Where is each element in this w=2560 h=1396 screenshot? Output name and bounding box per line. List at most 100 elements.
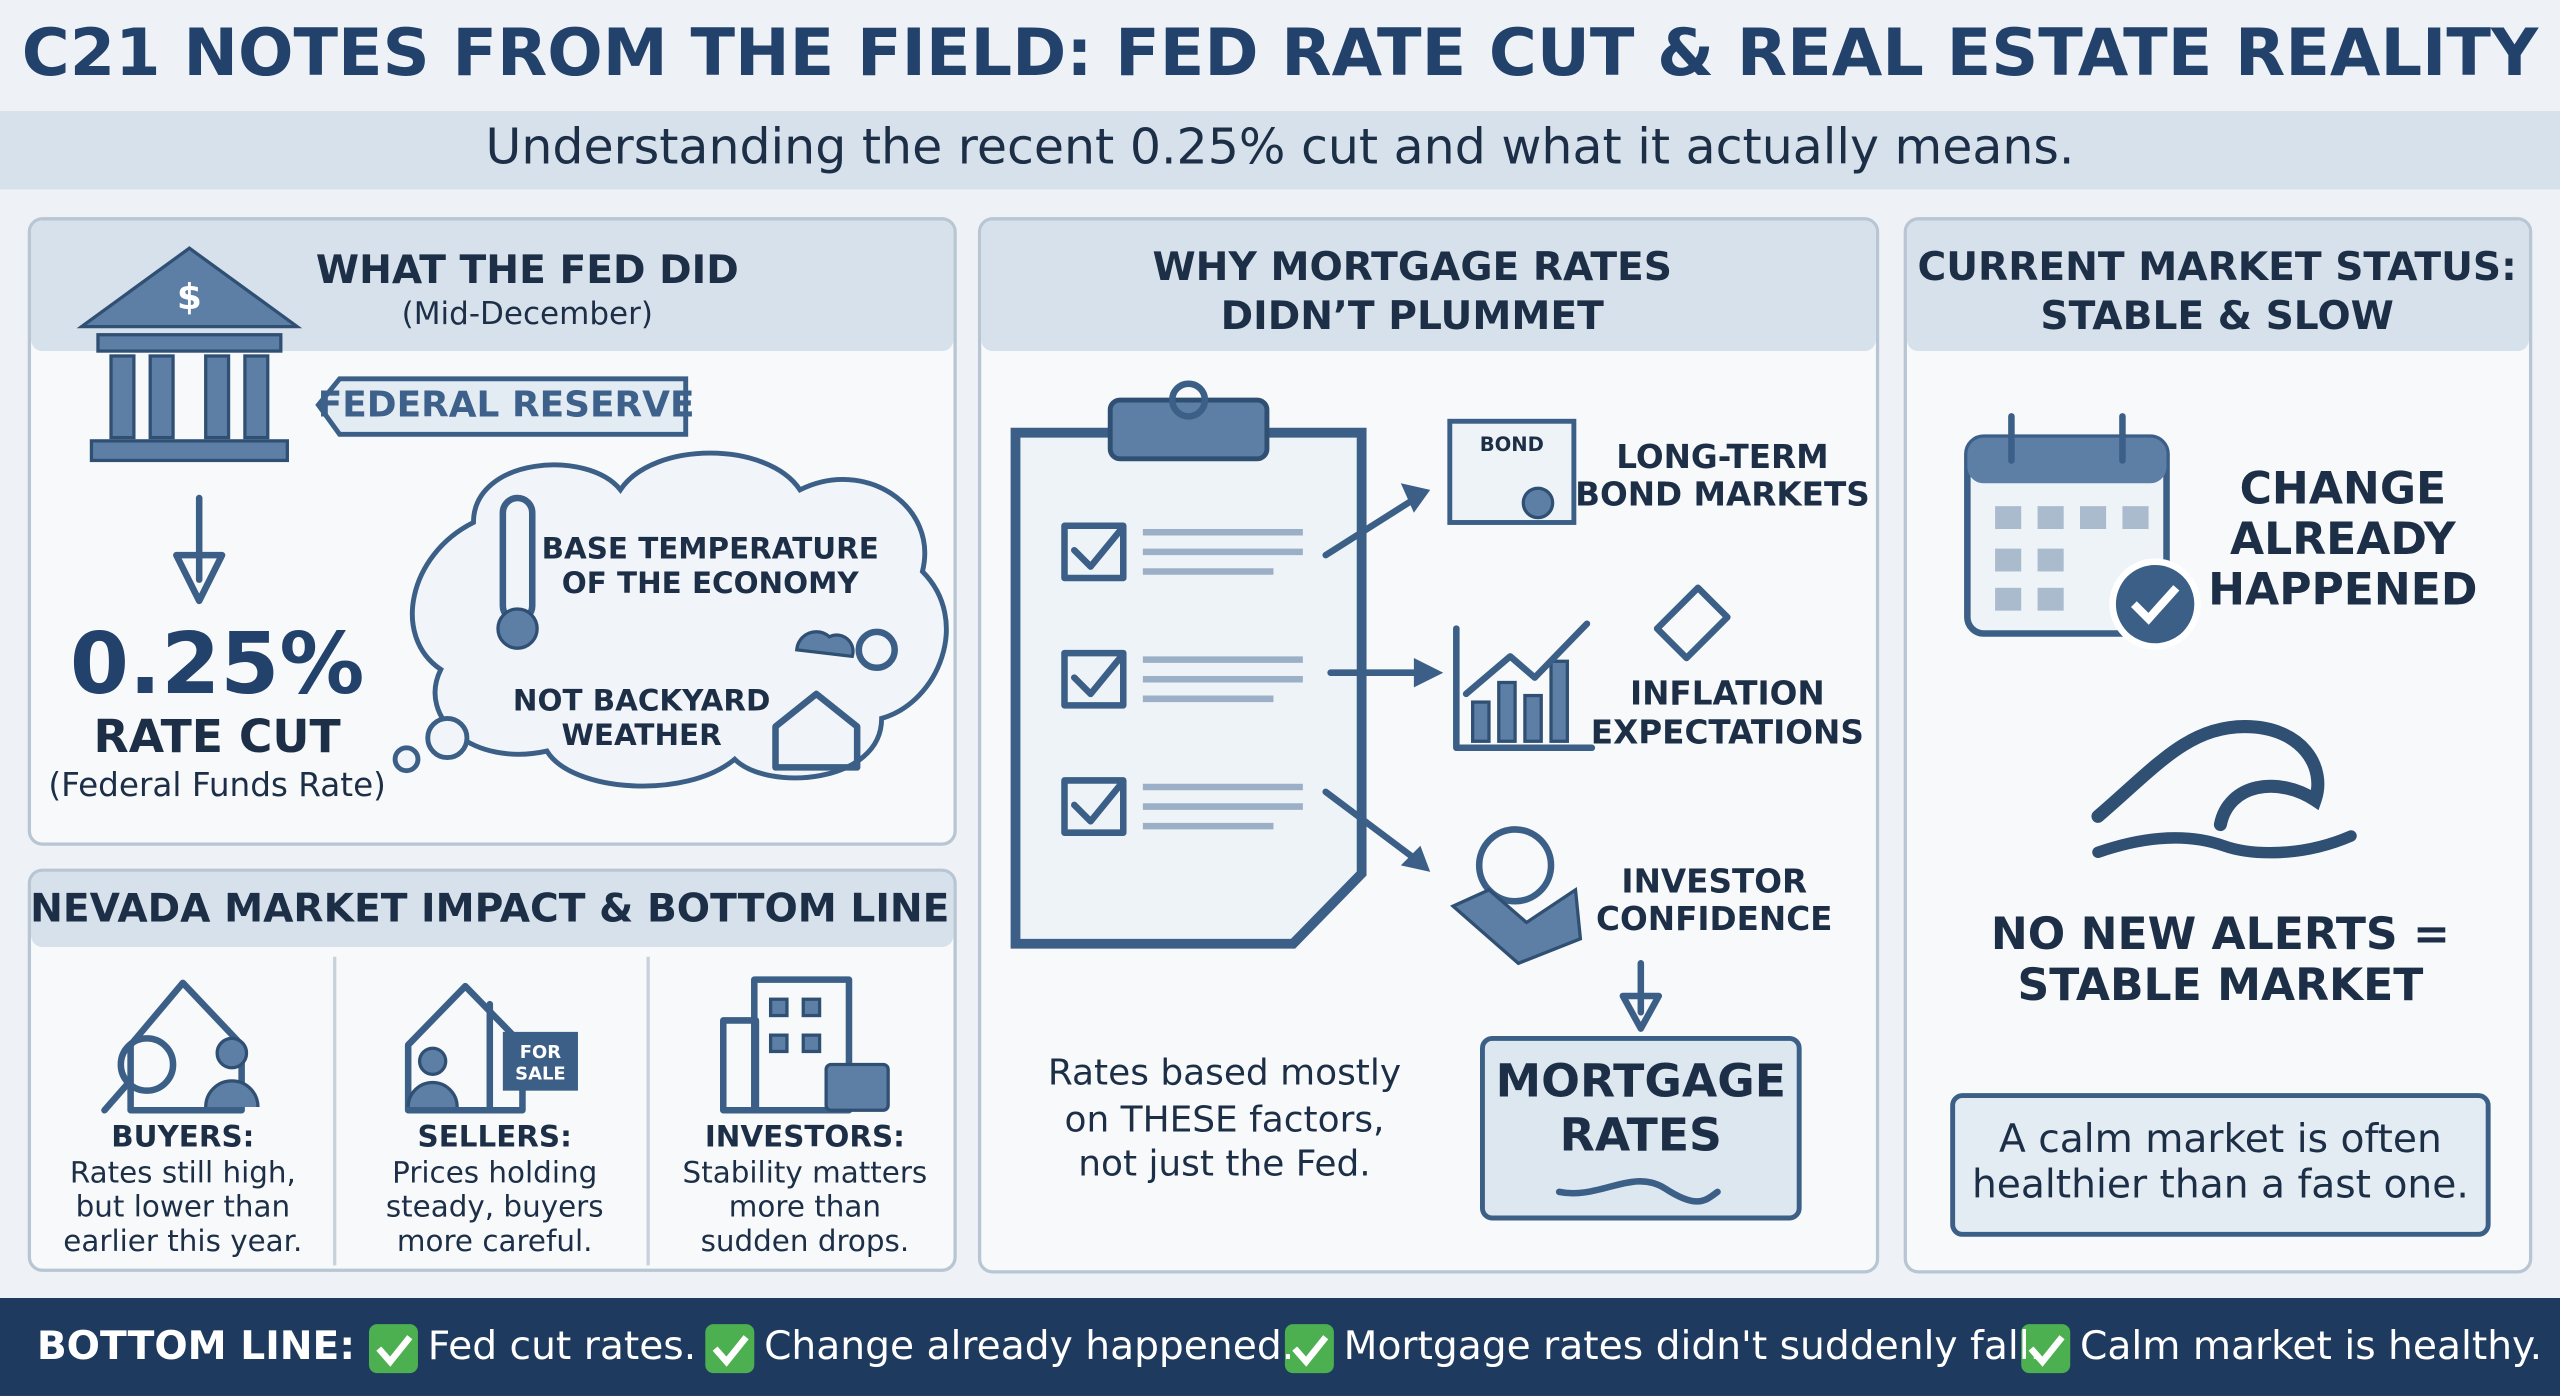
panel-title: WHAT THE FED DID	[316, 248, 739, 293]
rate-squiggle	[1555, 1178, 1721, 1205]
check-part	[1292, 1335, 1329, 1367]
check-part	[376, 1335, 413, 1367]
bond-label: BOND	[1480, 433, 1544, 456]
sellers-icon-part	[417, 1046, 448, 1076]
wave-icon-part	[2091, 720, 2325, 832]
title: C21 NOTES FROM THE FIELD: FED RATE CUT &…	[22, 15, 2539, 91]
badge: FEDERAL RESERVE	[315, 376, 695, 437]
alert-text: NO NEW ALERTS =	[1991, 909, 2450, 960]
item-title: BUYERS:	[111, 1119, 254, 1153]
check	[2021, 1324, 2071, 1374]
check-part	[2028, 1335, 2065, 1367]
calendar-icon-part	[2008, 413, 2126, 464]
thought-cloud-part	[425, 715, 470, 761]
panel-title: CURRENT MARKET STATUS:	[1917, 245, 2516, 290]
chart-icon	[1453, 584, 1731, 752]
check-part	[705, 1324, 755, 1374]
buyers-icon	[101, 979, 260, 1114]
chart-icon-part	[1523, 693, 1543, 743]
panel-title: DIDN’T PLUMMET	[1221, 294, 1604, 339]
bottom-item: Fed cut rates.	[428, 1324, 696, 1369]
check	[1284, 1324, 1334, 1374]
bond-icon: BOND	[1447, 418, 1577, 525]
factor-label: INFLATION	[1630, 675, 1825, 713]
item-title: SELLERS:	[418, 1119, 572, 1153]
item-text: earlier this year.	[63, 1224, 302, 1258]
nevada-panel: NEVADA MARKET IMPACT & BOTTOM LINE FOR S…	[27, 868, 957, 1272]
bottom-label: BOTTOM LINE:	[37, 1324, 355, 1369]
investor-icon-part	[1450, 886, 1583, 966]
factor-label: EXPECTATIONS	[1591, 714, 1864, 752]
calendar-icon-part	[2037, 587, 2064, 611]
result-box	[1480, 1035, 1802, 1221]
buyers-icon-part	[101, 1080, 131, 1114]
thought-text: NOT BACKYARD	[513, 684, 770, 718]
badge-part	[315, 376, 689, 437]
chart-icon-part	[1462, 620, 1591, 698]
buyers-icon-part	[127, 979, 245, 1114]
item-text: Rates still high,	[70, 1155, 296, 1189]
item-text: steady, buyers	[386, 1190, 604, 1224]
calm-box	[1950, 1093, 2491, 1237]
thought-cloud	[392, 450, 949, 789]
investors-icon-part	[801, 1033, 822, 1054]
check-part	[1284, 1324, 1334, 1374]
calendar-icon-part	[2130, 585, 2180, 625]
wave-icon-part	[2092, 830, 2357, 859]
calendar-icon-part	[2080, 506, 2107, 530]
bottom-item: Calm market is healthy.	[2080, 1324, 2542, 1369]
bank-icon: $	[76, 246, 303, 463]
bank-icon-part	[89, 439, 289, 463]
clipboard-icon-part	[1061, 777, 1127, 836]
panel-title: WHY MORTGAGE RATES	[1152, 245, 1672, 290]
panel-title: STABLE & SLOW	[2040, 294, 2394, 339]
thought-cloud-part	[496, 607, 539, 650]
market-panel-part	[1906, 220, 2529, 352]
factor-label: BOND MARKETS	[1575, 475, 1870, 513]
calendar-icon-part	[2109, 558, 2201, 650]
thought-text: WEATHER	[562, 718, 723, 752]
calendar-icon-part	[2037, 548, 2064, 572]
item-text: but lower than	[76, 1190, 291, 1224]
wave-icon	[2091, 720, 2357, 859]
change-text: CHANGE	[2240, 463, 2447, 514]
calendar-icon-part	[1967, 437, 2167, 484]
subtitle-band	[0, 111, 2560, 190]
buyers-icon-part	[204, 1079, 260, 1108]
calendar-icon-part	[1995, 548, 2022, 572]
market-panel: CURRENT MARKET STATUS: STABLE & SLOW CHA…	[1903, 217, 2533, 1274]
thought-cloud-part	[855, 628, 898, 672]
fed-panel: WHAT THE FED DID (Mid-December) $ FEDERA…	[27, 217, 957, 846]
chart-icon-part	[1471, 700, 1491, 743]
sellers-icon-part	[406, 1080, 459, 1108]
badge-text: FEDERAL RESERVE	[318, 385, 695, 426]
check-part	[712, 1335, 749, 1367]
check-part	[2021, 1324, 2071, 1374]
mortgage-panel-part	[981, 220, 1876, 352]
alert-text: STABLE MARKET	[2017, 960, 2423, 1011]
factor-label: LONG-TERM	[1616, 438, 1828, 476]
factor-label: INVESTOR	[1621, 862, 1807, 900]
calendar-icon-part	[2122, 506, 2149, 530]
change-text: HAPPENED	[2208, 565, 2477, 616]
calendar-icon-part	[1995, 587, 2022, 611]
subtitle: Understanding the recent 0.25% cut and w…	[486, 119, 2075, 176]
calendar-icon-part	[1995, 506, 2022, 530]
bond-icon-part	[1521, 486, 1555, 520]
investors-icon-part	[768, 1033, 789, 1054]
result-text: RATES	[1560, 1109, 1722, 1162]
check	[705, 1324, 755, 1374]
note: on THESE factors,	[1065, 1100, 1385, 1141]
clipboard-icon-part	[1168, 380, 1209, 420]
item-text: sudden drops.	[701, 1224, 910, 1258]
bank-icon-part	[243, 354, 270, 440]
panel-title: NEVADA MARKET IMPACT & BOTTOM LINE	[30, 887, 949, 932]
item-text: more than	[729, 1190, 881, 1224]
buyers-icon-part	[117, 1035, 177, 1094]
clipboard-icon-part	[1400, 483, 1444, 872]
clipboard-icon	[1010, 380, 1444, 949]
arrow	[173, 494, 226, 605]
thought-cloud-part	[392, 745, 421, 774]
